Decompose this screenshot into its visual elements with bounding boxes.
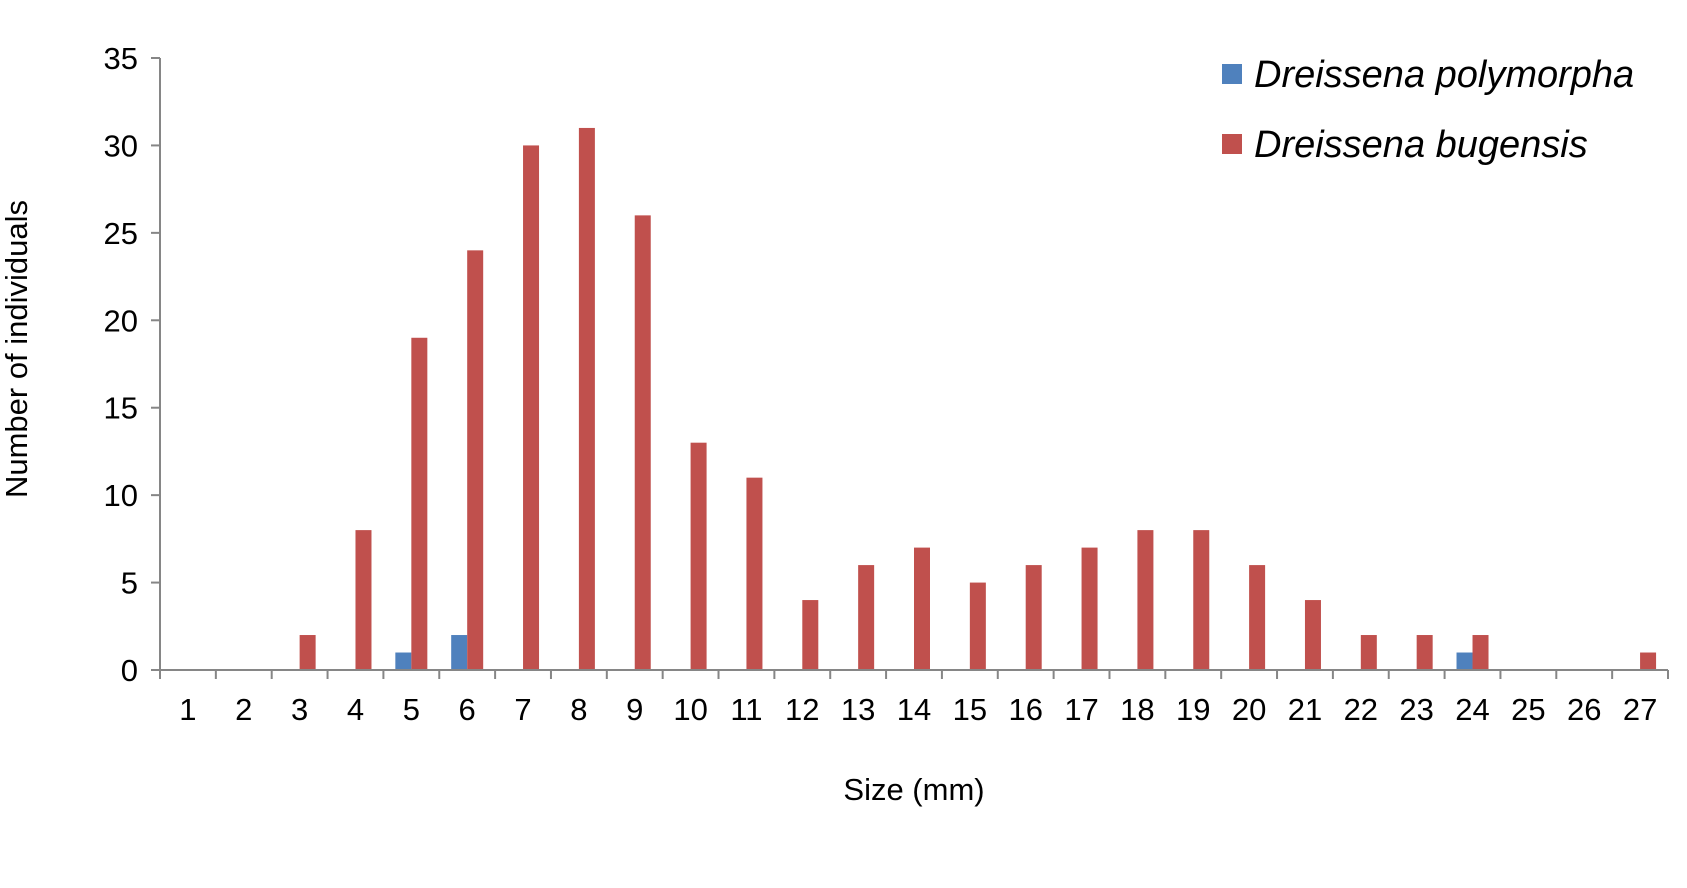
x-tick-label: 10 [673,692,707,727]
bar-dreissena-bugensis-23 [1416,635,1433,670]
bar-dreissena-bugensis-8 [578,127,595,670]
bars [299,127,1657,671]
x-tick-label: 27 [1623,692,1657,727]
bar-dreissena-bugensis-10 [690,442,707,670]
x-tick-label: 26 [1567,692,1601,727]
x-tick-label: 17 [1064,692,1098,727]
x-tick-label: 5 [403,692,420,727]
bar-dreissena-bugensis-6 [467,250,484,671]
legend: Dreissena polymorpha Dreissena bugensis [1222,54,1634,166]
bar-dreissena-bugensis-20 [1249,565,1266,670]
legend-swatch-dreissena-polymorpha [1222,64,1242,84]
bar-dreissena-bugensis-15 [969,582,986,670]
x-tick-label: 20 [1232,692,1266,727]
y-tick-label: 5 [121,566,138,601]
bar-dreissena-bugensis-5 [411,337,428,670]
bar-dreissena-bugensis-12 [802,600,819,670]
x-tick-label: 16 [1008,692,1042,727]
x-tick-label: 3 [291,692,308,727]
x-tick-label: 19 [1176,692,1210,727]
x-tick-label: 14 [897,692,931,727]
x-tick-label: 15 [953,692,987,727]
bar-dreissena-bugensis-17 [1081,547,1098,670]
legend-swatch-dreissena-bugensis [1222,134,1242,154]
x-tick-label: 11 [730,692,762,727]
bar-dreissena-bugensis-14 [914,547,930,670]
y-tick-label: 35 [104,41,138,76]
x-tick-label: 13 [841,692,875,727]
bar-dreissena-bugensis-7 [523,145,540,670]
bar-dreissena-bugensis-4 [355,530,372,670]
bar-dreissena-bugensis-19 [1193,530,1210,670]
legend-label-dreissena-bugensis: Dreissena bugensis [1254,124,1588,166]
bar-dreissena-bugensis-11 [746,477,763,670]
x-tick-label: 4 [347,692,364,727]
x-tick-label: 7 [514,692,531,727]
bar-dreissena-bugensis-18 [1137,530,1154,670]
bar-dreissena-bugensis-24 [1472,635,1489,670]
x-tick-label: 22 [1344,692,1378,727]
x-tick-label: 18 [1120,692,1154,727]
y-tick-label: 15 [104,391,138,426]
x-tick-label: 1 [179,692,196,727]
y-tick-label: 20 [104,303,138,338]
y-axis-title: Number of individuals [0,200,34,498]
y-axis-tick-labels: 0 5 10 15 20 25 30 35 [104,41,138,688]
bar-dreissena-polymorpha-5 [395,652,412,670]
bar-dreissena-bugensis-22 [1360,635,1377,670]
x-tick-label: 8 [570,692,587,727]
bar-dreissena-bugensis-16 [1025,565,1042,670]
bar-dreissena-bugensis-3 [299,635,316,670]
y-axis-ticks [151,57,160,671]
bar-dreissena-bugensis-13 [858,565,875,670]
legend-label-dreissena-polymorpha: Dreissena polymorpha [1254,54,1634,96]
x-tick-label: 21 [1288,692,1322,727]
x-tick-label: 2 [235,692,252,727]
x-axis-title: Size (mm) [843,772,984,807]
x-axis-ticks [159,670,1669,679]
y-tick-label: 10 [104,478,138,513]
bar-dreissena-polymorpha-6 [451,635,468,670]
x-tick-label: 12 [785,692,819,727]
bar-dreissena-bugensis-9 [634,215,651,670]
x-tick-label: 25 [1511,692,1545,727]
y-tick-label: 0 [121,653,138,688]
x-tick-label: 23 [1399,692,1433,727]
x-tick-label: 6 [459,692,476,727]
y-tick-label: 25 [104,216,138,251]
x-tick-label: 24 [1455,692,1489,727]
bar-dreissena-bugensis-27 [1640,652,1657,670]
bar-dreissena-bugensis-21 [1304,600,1321,670]
y-tick-label: 30 [104,128,138,163]
x-tick-label: 9 [626,692,643,727]
bar-dreissena-polymorpha-24 [1456,652,1473,670]
x-axis-tick-labels: 1 2 3 4 5 6 7 8 9 10 11 12 13 14 15 16 17 18 19 20 21 22 23 24 2… [179,692,1657,727]
